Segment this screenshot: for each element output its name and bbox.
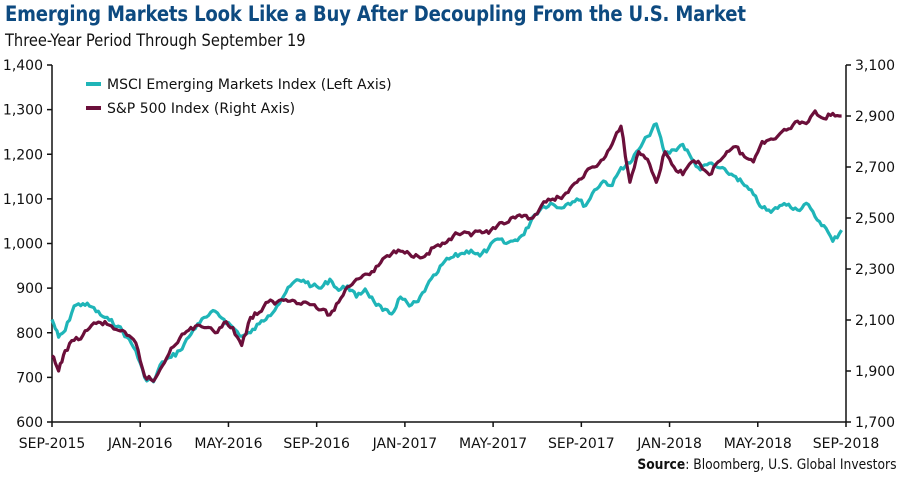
legend-label-sp500: S&P 500 Index (Right Axis) xyxy=(107,101,295,117)
left-tick-label: 1,200 xyxy=(3,147,43,163)
x-tick-label: JAN-2017 xyxy=(372,436,438,452)
x-tick-label: MAY-2017 xyxy=(459,436,527,452)
legend-label-msci: MSCI Emerging Markets Index (Left Axis) xyxy=(107,77,392,93)
chart-subtitle: Three-Year Period Through September 19 xyxy=(5,31,306,51)
legend: MSCI Emerging Markets Index (Left Axis) … xyxy=(86,77,392,117)
left-tick-label: 1,100 xyxy=(3,192,43,208)
source-text: : Bloomberg, U.S. Global Investors xyxy=(684,457,896,473)
x-tick-label: JAN-2016 xyxy=(107,436,173,452)
x-tick-label: MAY-2016 xyxy=(194,436,262,452)
right-tick-label: 3,100 xyxy=(855,58,895,74)
left-axis-ticks: 600 700 800 900 1,000 1,100 1,200 1,300 1,400 xyxy=(3,58,52,431)
x-tick-label: SEP-2017 xyxy=(548,436,615,452)
series-line-sp500 xyxy=(50,109,842,383)
series-lines xyxy=(50,109,843,384)
x-axis-ticks: SEP-2015 JAN-2016 MAY-2016 SEP-2016 JAN-2017… xyxy=(19,422,880,452)
x-tick-label: MAY-2018 xyxy=(724,436,792,452)
left-tick-label: 600 xyxy=(16,415,43,431)
series-line-msci xyxy=(50,122,843,384)
source-note: Source: Bloomberg, U.S. Global Investors xyxy=(637,457,896,473)
right-axis-ticks: 1,700 1,900 2,100 2,300 2,500 2,700 2,900 3,100 xyxy=(846,58,895,431)
x-tick-label: SEP-2016 xyxy=(283,436,350,452)
right-tick-label: 1,900 xyxy=(855,364,895,380)
left-tick-label: 1,400 xyxy=(3,58,43,74)
left-tick-label: 700 xyxy=(16,370,43,386)
left-tick-label: 900 xyxy=(16,281,43,297)
right-tick-label: 2,900 xyxy=(855,109,895,125)
x-tick-label: SEP-2015 xyxy=(19,436,86,452)
axes xyxy=(51,65,847,423)
left-tick-label: 1,000 xyxy=(3,237,43,253)
right-tick-label: 2,100 xyxy=(855,313,895,329)
right-tick-label: 2,700 xyxy=(855,160,895,176)
left-tick-label: 1,300 xyxy=(3,103,43,119)
x-tick-label: SEP-2018 xyxy=(813,436,880,452)
left-tick-label: 800 xyxy=(16,326,43,342)
right-tick-label: 2,300 xyxy=(855,262,895,278)
chart-title: Emerging Markets Look Like a Buy After D… xyxy=(5,2,746,26)
source-label: Source xyxy=(636,457,685,473)
right-tick-label: 1,700 xyxy=(855,415,895,431)
right-tick-label: 2,500 xyxy=(855,211,895,227)
x-tick-label: JAN-2018 xyxy=(636,436,702,452)
